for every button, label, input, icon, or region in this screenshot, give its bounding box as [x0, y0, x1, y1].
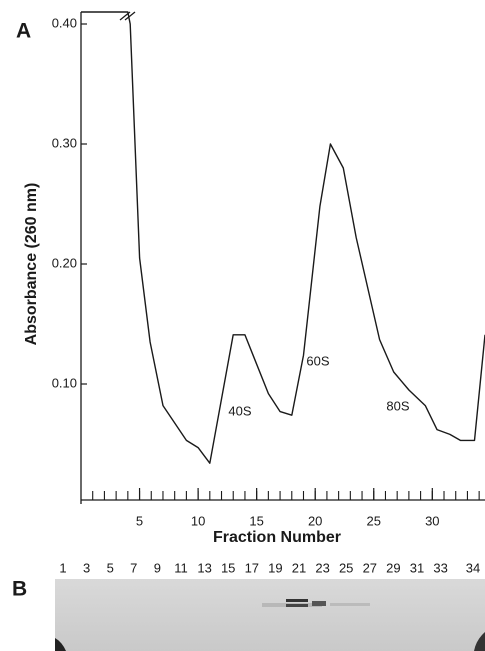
- x-tick-label: 30: [425, 513, 439, 528]
- x-tick-label: 5: [136, 513, 143, 528]
- lane-label: 34: [466, 560, 480, 575]
- lane-label: 15: [221, 560, 235, 575]
- lane-label: 5: [107, 560, 114, 575]
- peak-annotation: 80S: [386, 398, 409, 413]
- gel-background: [55, 579, 485, 651]
- y-tick-label: 0.20: [52, 255, 77, 270]
- peak-annotation: 40S: [228, 403, 251, 418]
- y-tick-label: 0.30: [52, 135, 77, 150]
- lane-label: 31: [410, 560, 424, 575]
- axis-break: [120, 12, 135, 20]
- gel-band: [286, 599, 308, 602]
- gel-smear: [330, 603, 370, 606]
- lane-label: 29: [386, 560, 400, 575]
- lane-label: 21: [292, 560, 306, 575]
- x-tick-label: 10: [191, 513, 205, 528]
- lane-label: 17: [245, 560, 259, 575]
- gel-band: [312, 601, 326, 606]
- y-axis-label: Absorbance (260 nm): [23, 183, 40, 346]
- lane-label: 7: [130, 560, 137, 575]
- panel-label: B: [12, 578, 27, 601]
- gel-image: [55, 579, 485, 651]
- x-tick-label: 20: [308, 513, 322, 528]
- figure: A Absorbance (260 nm) Fraction Number 0.…: [0, 0, 485, 651]
- y-tick-label: 0.40: [52, 15, 77, 30]
- lane-label: 25: [339, 560, 353, 575]
- lane-label: 23: [315, 560, 329, 575]
- break-mark: [125, 12, 135, 20]
- lane-label: 27: [363, 560, 377, 575]
- lane-label: 19: [268, 560, 282, 575]
- y-tick-label: 0.10: [52, 375, 77, 390]
- data-line: [81, 12, 485, 463]
- plot: 0.10 0.20 0.30 0.40 5 10 15 20 25 30 40S 60S 80S: [52, 12, 485, 528]
- lane-label: 33: [433, 560, 447, 575]
- gel-band: [286, 604, 308, 607]
- lane-label: 13: [197, 560, 211, 575]
- lane-label: 1: [59, 560, 66, 575]
- lane-label: 3: [83, 560, 90, 575]
- x-tick-label: 25: [367, 513, 381, 528]
- x-tick-label: 15: [249, 513, 263, 528]
- lane-label: 9: [154, 560, 161, 575]
- x-axis-label: Fraction Number: [213, 529, 341, 546]
- peak-annotation: 60S: [306, 353, 329, 368]
- lane-label: 11: [174, 560, 188, 575]
- panel-label: A: [16, 20, 31, 43]
